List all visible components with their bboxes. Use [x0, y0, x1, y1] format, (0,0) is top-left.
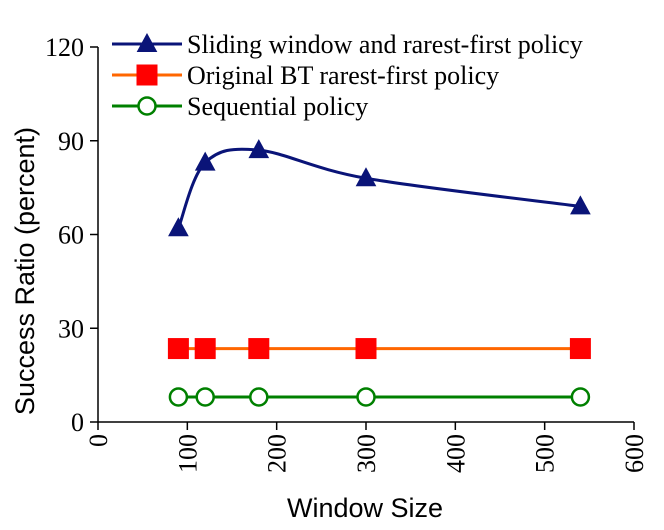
data-point: [356, 387, 376, 407]
y-tick-label: 120: [45, 33, 84, 62]
data-point: [195, 387, 215, 407]
x-tick-label: 300: [352, 434, 381, 473]
series-3: [168, 387, 591, 407]
x-tick-label: 600: [620, 434, 649, 473]
y-tick-label: 30: [58, 314, 84, 343]
data-point: [570, 387, 591, 407]
data-point: [569, 338, 591, 360]
data-point: [194, 151, 216, 171]
legend-entry: Sliding window and rarest-first policy: [112, 30, 583, 59]
legend-swatch-marker: [136, 64, 158, 86]
data-point: [248, 139, 270, 159]
series-layer: [167, 139, 591, 407]
legend-label: Sequential policy: [187, 92, 368, 121]
series-1: [168, 139, 591, 237]
data-point: [168, 217, 189, 237]
y-axis-title: Success Ratio (percent): [10, 127, 40, 415]
x-tick-label: 500: [531, 434, 560, 473]
data-point: [194, 338, 216, 360]
data-point: [355, 338, 377, 360]
series-line: [176, 147, 581, 229]
legend: Sliding window and rarest-first policyOr…: [112, 30, 583, 121]
y-tick-label: 90: [58, 127, 84, 156]
x-tick-label: 200: [263, 434, 292, 473]
y-tick-label: 60: [58, 221, 84, 250]
legend-label: Original BT rarest-first policy: [187, 61, 499, 90]
data-point: [248, 338, 270, 360]
x-axis-title: Window Size: [287, 493, 443, 523]
series-2: [167, 338, 591, 360]
data-point: [167, 338, 189, 360]
legend-swatch-marker: [136, 32, 158, 52]
legend-entry: Sequential policy: [112, 92, 368, 121]
data-point: [249, 387, 269, 407]
legend-swatch-marker: [137, 96, 157, 116]
legend-label: Sliding window and rarest-first policy: [187, 30, 583, 59]
x-tick-label: 0: [84, 434, 113, 447]
data-point: [168, 387, 189, 407]
data-point: [570, 195, 591, 215]
data-point: [355, 167, 377, 187]
x-tick-label: 400: [441, 434, 470, 473]
axes: 0 30 60 90 120 0 100 200 300 400 500 600: [45, 33, 649, 473]
x-tick-label: 100: [173, 434, 202, 473]
y-tick-label: 0: [71, 408, 84, 437]
legend-entry: Original BT rarest-first policy: [112, 61, 499, 90]
